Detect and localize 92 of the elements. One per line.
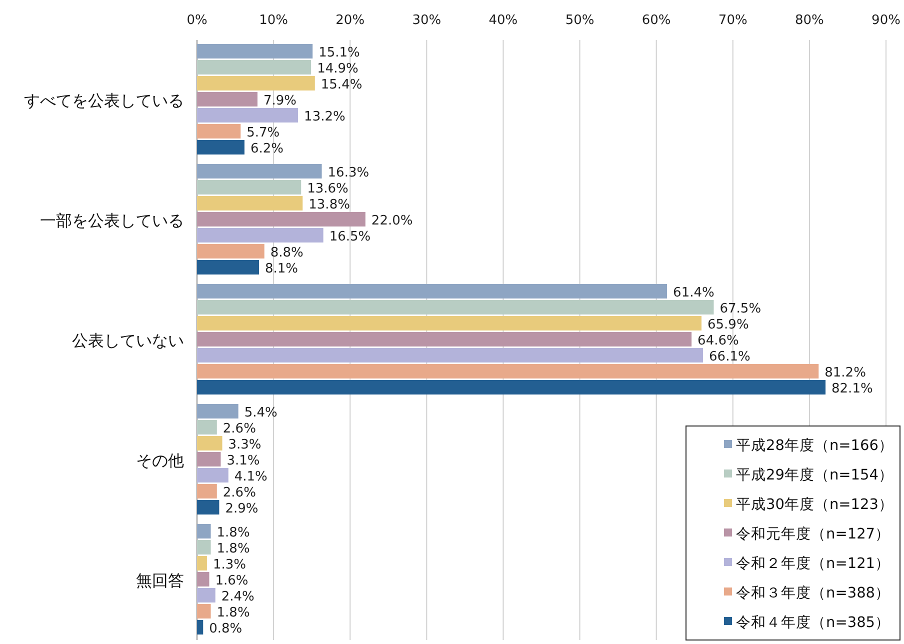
bar bbox=[197, 484, 217, 498]
x-tick-label: 40% bbox=[488, 13, 518, 28]
legend-label: 令和元年度（n=127） bbox=[736, 526, 890, 542]
data-label: 82.1% bbox=[832, 382, 873, 396]
x-tick-label: 20% bbox=[336, 13, 365, 28]
bar bbox=[197, 380, 826, 394]
bar bbox=[197, 228, 324, 242]
data-label: 1.6% bbox=[215, 574, 248, 588]
data-label: 2.6% bbox=[222, 486, 256, 500]
bar bbox=[197, 92, 258, 106]
data-label: 16.5% bbox=[329, 230, 371, 244]
bar bbox=[197, 260, 260, 274]
data-label: 2.6% bbox=[222, 422, 256, 436]
legend-label: 平成29年度（n=154） bbox=[736, 466, 894, 484]
data-label: 13.8% bbox=[308, 198, 350, 212]
bar bbox=[197, 620, 204, 634]
data-label: 65.9% bbox=[708, 318, 749, 332]
data-label: 13.6% bbox=[307, 182, 348, 196]
data-label: 8.1% bbox=[265, 262, 298, 276]
data-label: 2.4% bbox=[221, 590, 254, 604]
data-label: 1.8% bbox=[216, 606, 250, 620]
y-tick-label: 一部を公表している bbox=[40, 211, 184, 230]
data-label: 16.3% bbox=[328, 166, 370, 180]
bar bbox=[197, 404, 238, 418]
data-label: 8.8% bbox=[270, 246, 304, 260]
data-label: 22.0% bbox=[371, 214, 413, 228]
legend-label: 平成30年度（n=123） bbox=[736, 496, 894, 513]
bar bbox=[197, 348, 704, 362]
bar bbox=[197, 572, 210, 586]
data-label: 5.4% bbox=[244, 406, 278, 420]
data-label: 6.2% bbox=[250, 142, 284, 156]
x-tick-label: 90% bbox=[872, 13, 900, 28]
bar bbox=[197, 300, 714, 314]
legend-label: 令和４年度（n=385） bbox=[736, 614, 890, 631]
bar bbox=[197, 452, 221, 466]
data-label: 7.9% bbox=[263, 94, 297, 108]
data-label: 81.2% bbox=[824, 366, 866, 380]
bar bbox=[197, 556, 207, 570]
bar bbox=[197, 196, 303, 210]
data-label: 3.3% bbox=[228, 438, 262, 452]
x-tick-label: 10% bbox=[259, 13, 288, 28]
y-tick-label: 無回答 bbox=[136, 571, 184, 590]
data-label: 67.5% bbox=[720, 302, 762, 316]
x-tick-label: 70% bbox=[718, 13, 748, 28]
data-label: 14.9% bbox=[317, 62, 358, 76]
bar bbox=[197, 420, 217, 434]
bar bbox=[197, 500, 220, 514]
bar bbox=[197, 604, 211, 618]
data-label: 66.1% bbox=[709, 350, 750, 364]
bar bbox=[197, 244, 264, 258]
y-tick-label: すべてを公表している bbox=[24, 91, 184, 110]
data-label: 0.8% bbox=[209, 622, 242, 636]
data-label: 4.1% bbox=[234, 470, 268, 484]
bar bbox=[197, 284, 668, 298]
bar bbox=[197, 332, 692, 346]
bar bbox=[197, 124, 241, 138]
data-label: 15.4% bbox=[320, 78, 362, 92]
bar bbox=[197, 108, 298, 122]
bar bbox=[197, 180, 302, 194]
bar bbox=[197, 140, 244, 154]
bar bbox=[197, 212, 366, 226]
x-tick-label: 0% bbox=[186, 13, 208, 28]
data-label: 15.1% bbox=[318, 46, 360, 60]
bar bbox=[197, 436, 222, 450]
data-label: 1.8% bbox=[216, 542, 250, 556]
legend-label: 令和２年度（n=121） bbox=[736, 555, 890, 572]
y-tick-label: 公表していない bbox=[72, 331, 184, 350]
data-label: 1.8% bbox=[216, 526, 250, 540]
data-label: 64.6% bbox=[698, 334, 739, 348]
data-label: 5.7% bbox=[246, 126, 280, 140]
bar bbox=[197, 164, 322, 178]
bar bbox=[197, 60, 312, 74]
x-tick-label: 60% bbox=[642, 13, 671, 28]
x-tick-label: 30% bbox=[412, 13, 442, 28]
bar bbox=[197, 540, 211, 554]
bar bbox=[197, 76, 315, 90]
bar bbox=[197, 364, 819, 378]
x-tick-label: 50% bbox=[565, 13, 594, 28]
data-label: 13.2% bbox=[304, 110, 346, 124]
bar bbox=[197, 588, 216, 602]
data-label: 3.1% bbox=[226, 454, 260, 468]
bar bbox=[197, 468, 228, 482]
data-label: 2.9% bbox=[225, 502, 258, 516]
bar bbox=[197, 524, 211, 538]
y-tick-label: その他 bbox=[136, 451, 184, 470]
bar bbox=[197, 316, 702, 330]
legend-label: 令和３年度（n=388） bbox=[736, 584, 890, 602]
legend-label: 平成28年度（n=166） bbox=[736, 437, 894, 454]
data-label: 61.4% bbox=[673, 286, 714, 300]
bar bbox=[197, 44, 313, 58]
data-label: 1.3% bbox=[212, 558, 246, 572]
x-tick-label: 80% bbox=[794, 13, 824, 28]
